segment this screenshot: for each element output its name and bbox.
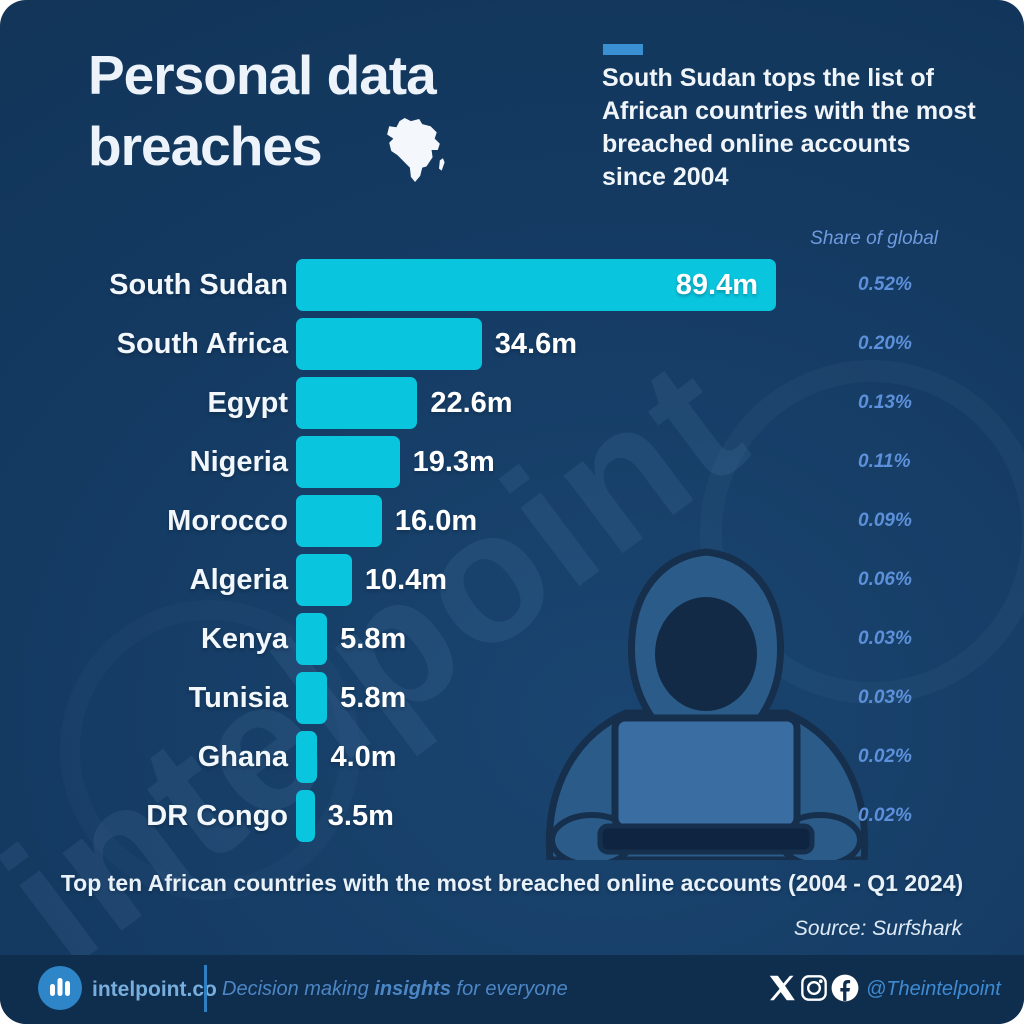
bar	[296, 613, 328, 665]
share-value: 0.52%	[858, 274, 912, 295]
share-value: 0.02%	[858, 746, 912, 767]
page-title: Personal data breaches	[88, 40, 437, 182]
bar-label: Tunisia	[188, 682, 288, 714]
bar-label: DR Congo	[146, 800, 288, 832]
bar-chart-logo-icon	[38, 966, 82, 1010]
accent-bar	[603, 44, 643, 55]
social-handle[interactable]: @Theintelpoint	[866, 978, 1001, 1000]
source-credit: Source: Surfshark	[793, 917, 962, 940]
share-value: 0.06%	[858, 569, 912, 590]
bar-value: 34.6m	[494, 328, 577, 360]
footer-tagline: Decision making insights for everyone	[222, 955, 568, 1024]
bar-value: 4.0m	[330, 741, 397, 773]
tagline-prefix: Decision making	[222, 978, 375, 1000]
share-of-global-header: Share of global	[810, 228, 938, 249]
bar-value: 3.5m	[327, 800, 394, 832]
chart-row: Kenya 5.8m 0.03%	[0, 613, 1024, 665]
chart-row: Morocco 16.0m 0.09%	[0, 495, 1024, 547]
tagline-suffix: for everyone	[450, 978, 568, 1000]
tagline-bold: insights	[374, 978, 451, 1000]
chart-row: Nigeria 19.3m 0.11%	[0, 436, 1024, 488]
chart-row: Egypt 22.6m 0.13%	[0, 377, 1024, 429]
share-value: 0.02%	[858, 805, 912, 826]
share-value: 0.11%	[858, 451, 911, 472]
chart-row: Algeria 10.4m 0.06%	[0, 554, 1024, 606]
bar	[296, 731, 318, 783]
chart-row: Tunisia 5.8m 0.03%	[0, 672, 1024, 724]
bar	[296, 318, 482, 370]
chart-row: South Sudan 89.4m 0.52%	[0, 259, 1024, 311]
bar-label: Algeria	[189, 564, 288, 596]
chart-row: Ghana 4.0m 0.02%	[0, 731, 1024, 783]
x-icon[interactable]	[768, 974, 796, 1002]
bar	[296, 495, 382, 547]
subtitle: South Sudan tops the list of African cou…	[602, 64, 976, 191]
title-line-1: Personal data	[88, 44, 437, 106]
africa-icon	[387, 117, 445, 183]
instagram-icon[interactable]	[800, 974, 828, 1002]
bar-value: 19.3m	[412, 446, 495, 478]
bar-value: 5.8m	[340, 623, 407, 655]
chart-row: South Africa 34.6m 0.20%	[0, 318, 1024, 370]
bar-label: Morocco	[167, 505, 288, 537]
hacker-illustration	[545, 548, 869, 860]
bar-label: South Sudan	[109, 269, 288, 301]
bar	[296, 672, 328, 724]
chart-caption: Top ten African countries with the most …	[60, 870, 964, 896]
bar-value: 22.6m	[430, 387, 513, 419]
share-value: 0.13%	[858, 392, 912, 413]
bar-value: 5.8m	[340, 682, 407, 714]
bar-label: Ghana	[197, 741, 288, 773]
bar	[296, 554, 352, 606]
bar-label: Nigeria	[189, 446, 288, 478]
share-value: 0.03%	[858, 628, 912, 649]
bar-value: 10.4m	[364, 564, 448, 596]
bar	[296, 790, 315, 842]
bar-label: South Africa	[116, 328, 288, 360]
share-value: 0.20%	[858, 333, 912, 354]
title-line-2: breaches	[88, 115, 323, 177]
bar	[296, 259, 776, 311]
share-value: 0.03%	[858, 687, 912, 708]
bar	[296, 436, 400, 488]
bar	[296, 377, 418, 429]
brand-name[interactable]: intelpoint.co	[92, 978, 217, 1001]
facebook-icon[interactable]	[831, 974, 859, 1002]
footer-divider	[204, 965, 207, 1012]
bar-value: 89.4m	[675, 269, 758, 301]
share-value: 0.09%	[858, 510, 912, 531]
bar-value: 16.0m	[394, 505, 478, 537]
bar-label: Egypt	[207, 387, 288, 419]
chart-row: DR Congo 3.5m 0.02%	[0, 790, 1024, 842]
bar-label: Kenya	[200, 623, 288, 655]
